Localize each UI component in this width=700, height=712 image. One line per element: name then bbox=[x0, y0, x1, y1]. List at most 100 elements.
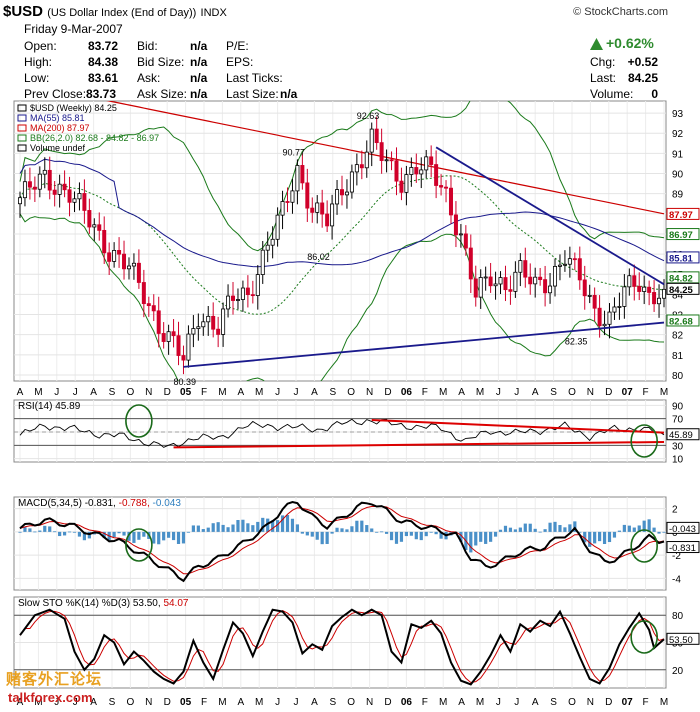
candle-body bbox=[265, 244, 270, 251]
candle-body bbox=[617, 306, 622, 308]
macd-hist-bar bbox=[429, 531, 433, 533]
x-tick-label-bottom: J bbox=[294, 697, 299, 708]
x-tick-label: S bbox=[550, 387, 557, 398]
candle-body bbox=[87, 210, 92, 228]
candle-body bbox=[344, 191, 349, 196]
macd-hist-bar bbox=[439, 531, 443, 539]
high-label: High: bbox=[24, 55, 53, 69]
macd-hist-bar bbox=[558, 525, 562, 532]
macd-hist-bar bbox=[201, 529, 205, 532]
candle-body bbox=[67, 189, 72, 203]
candle-body bbox=[592, 295, 597, 309]
macd-hist-bar bbox=[340, 528, 344, 532]
candle-body bbox=[364, 151, 369, 169]
macd-hist-bar bbox=[380, 531, 384, 533]
ask-label: Ask: bbox=[137, 71, 161, 85]
macd-hist-bar bbox=[330, 531, 334, 534]
volume-value: 0 bbox=[651, 87, 658, 101]
x-tick-label: A bbox=[458, 387, 465, 398]
candle-body bbox=[369, 128, 374, 153]
x-tick-label: J bbox=[73, 387, 78, 398]
candle-body bbox=[62, 183, 67, 191]
candle-body bbox=[538, 276, 543, 281]
macd-hist-bar bbox=[48, 526, 52, 532]
legend-swatch bbox=[17, 104, 27, 112]
candle-body bbox=[112, 250, 117, 262]
candle-body bbox=[498, 277, 503, 285]
macd-hist-bar bbox=[271, 520, 275, 532]
macd-hist-bar bbox=[617, 530, 622, 532]
candle-body bbox=[602, 323, 607, 327]
candle-body bbox=[231, 295, 236, 301]
candle-body bbox=[582, 279, 587, 297]
macd-hist-bar bbox=[33, 531, 37, 533]
x-tick-label: M bbox=[255, 387, 263, 398]
macd-hist-bar bbox=[652, 527, 656, 532]
x-tick-label: A bbox=[532, 387, 539, 398]
x-tick-label-bottom: F bbox=[422, 697, 428, 708]
candle-body bbox=[221, 308, 226, 335]
candle-body bbox=[186, 333, 191, 361]
macd-hist-bar bbox=[662, 531, 666, 533]
macd-hist-bar bbox=[87, 531, 91, 539]
macd-hist-bar bbox=[181, 531, 186, 544]
macd-hist-bar bbox=[474, 531, 478, 546]
y-tick-label: 92 bbox=[672, 129, 684, 140]
macd-hist-bar bbox=[72, 531, 77, 533]
candle-body bbox=[439, 185, 444, 188]
x-tick-label: D bbox=[605, 387, 612, 398]
macd-hist-bar bbox=[325, 531, 329, 544]
macd-hist-bar bbox=[612, 531, 617, 538]
x-tick-label: M bbox=[476, 387, 484, 398]
candle-body bbox=[642, 286, 647, 292]
candle-body bbox=[652, 292, 657, 305]
legend-swatch bbox=[17, 134, 27, 142]
candle-body bbox=[597, 307, 602, 327]
macd-hist-bar bbox=[513, 529, 517, 532]
macd-hist-bar bbox=[231, 524, 235, 532]
macd-hist-bar bbox=[127, 531, 131, 541]
macd-hist-bar bbox=[583, 531, 587, 543]
macd-hist-bar bbox=[598, 531, 602, 542]
rsi-tag-label: 45.89 bbox=[669, 430, 693, 441]
legend-swatch bbox=[17, 144, 27, 152]
sto-title-name: Slow STO %K(14) %D(3) bbox=[18, 598, 133, 609]
x-axis-labels-bottom: A M J J A S O N D 05 F M A M J J A S O N D 06 F M A M J J A S O N D 07 F M bbox=[17, 697, 669, 708]
macd-hist-bar bbox=[642, 520, 646, 532]
legend-entry: BB(26,2.0) 82.68 - 84.82 - 86.97 bbox=[30, 133, 159, 143]
candle-body bbox=[448, 187, 453, 216]
x-tick-label: J bbox=[275, 387, 280, 398]
candle-body bbox=[285, 201, 290, 203]
macd-hist-bar bbox=[132, 531, 136, 543]
x-tick-label: S bbox=[329, 387, 336, 398]
candle-body bbox=[627, 275, 632, 288]
price-tag-label: 85.81 bbox=[669, 253, 693, 264]
macd-hist-bar bbox=[523, 523, 527, 532]
candle-body bbox=[226, 295, 231, 310]
macd-hist-bar bbox=[563, 527, 567, 532]
x-tick-label: O bbox=[127, 387, 135, 398]
macd-title-value3: -0.043 bbox=[153, 498, 182, 509]
rsi-panel bbox=[13, 399, 667, 463]
macd-hist-bar bbox=[28, 528, 32, 532]
macd-hist-bar bbox=[102, 531, 106, 539]
candle-body bbox=[17, 197, 22, 205]
x-tick-label-bottom: M bbox=[255, 697, 263, 708]
candle-body bbox=[181, 355, 186, 361]
x-tick-label-bottom: N bbox=[366, 697, 373, 708]
candle-body bbox=[216, 328, 221, 335]
macd-hist-bar bbox=[58, 531, 62, 537]
macd-hist-bar bbox=[305, 531, 309, 536]
candle-body bbox=[434, 164, 439, 186]
macd-y-axis: -4-202 bbox=[14, 505, 681, 585]
rsi-trendline-1 bbox=[371, 419, 665, 434]
macd-title: MACD(5,34,5) -0.831, -0.788, -0.043 bbox=[18, 498, 181, 509]
bid-size-value: n/a bbox=[190, 55, 208, 69]
macd-hist-bar bbox=[479, 531, 483, 542]
candle-body bbox=[32, 186, 37, 190]
x-tick-label: M bbox=[660, 387, 668, 398]
candle-body bbox=[528, 276, 533, 285]
candle-body bbox=[270, 238, 275, 246]
macd-hist-bar bbox=[637, 525, 641, 532]
